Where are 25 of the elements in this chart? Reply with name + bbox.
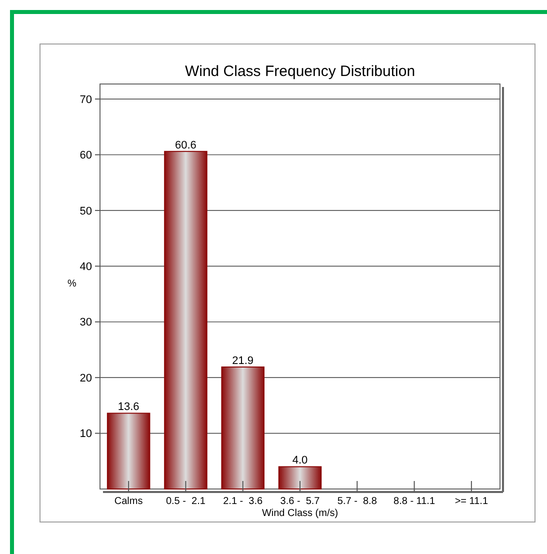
y-tick-label: 50 [80, 205, 92, 218]
x-tick-label: 3.6 - 5.7 [280, 496, 320, 507]
y-tick-label: 10 [80, 428, 92, 440]
data-label: 60.6 [175, 139, 196, 152]
bar [221, 366, 264, 490]
x-tick-label: >= 11.1 [454, 496, 488, 507]
x-tick-label: 2.1 - 3.6 [223, 496, 264, 507]
data-label: 4.0 [292, 454, 308, 467]
y-tick-label: 40 [80, 261, 92, 274]
data-label: 13.6 [118, 401, 140, 414]
bar [278, 466, 322, 490]
x-tick-label: 8.8 - 11.1 [394, 496, 436, 507]
y-tick-label: 30 [80, 316, 92, 329]
x-tick-label: 0.5 - 2.1 [166, 496, 206, 507]
x-axis-title: Wind Class (m/s) [262, 508, 338, 519]
chart-title: Wind Class Frequency Distribution [184, 63, 416, 80]
x-tick-label: 5.7 - 8.8 [337, 496, 378, 507]
y-tick-label: 60 [80, 150, 92, 162]
bar [164, 150, 208, 490]
bar [106, 412, 150, 490]
y-tick-label: 70 [80, 94, 92, 106]
y-tick-label: 20 [80, 372, 92, 384]
data-label: 21.9 [232, 355, 254, 367]
x-tick-label: Calms [114, 496, 143, 507]
y-axis-title: % [68, 278, 77, 290]
